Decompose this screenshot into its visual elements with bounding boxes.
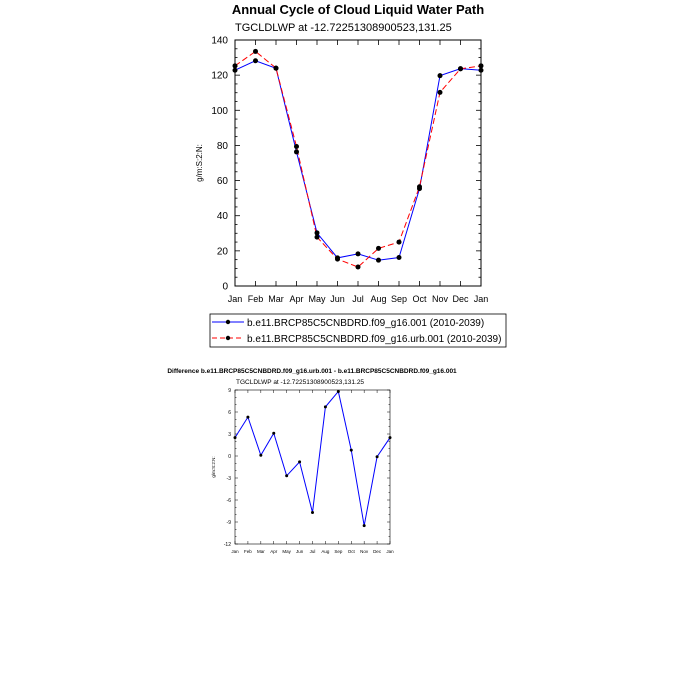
x-tick-label: Nov — [360, 549, 369, 554]
y-tick-label: -6 — [227, 498, 232, 504]
series-2-point — [355, 264, 361, 270]
series-1-point — [272, 431, 276, 435]
y-tick-label: 100 — [211, 106, 228, 117]
x-tick-label: Dec — [373, 549, 382, 554]
y-tick-label: 20 — [217, 246, 229, 257]
series-1-point — [311, 510, 314, 514]
y-tick-label: 140 — [211, 36, 228, 47]
legend-marker-series-2 — [225, 335, 231, 341]
y-tick-label: -3 — [227, 476, 232, 482]
x-tick-label: Feb — [244, 549, 252, 554]
series-1-point — [314, 230, 320, 236]
series-1-point — [362, 524, 366, 528]
legend-box — [209, 313, 507, 348]
x-tick-label: Oct — [348, 549, 356, 554]
legend-marker-series-1 — [225, 319, 231, 325]
x-tick-label: Jun — [330, 294, 345, 304]
series-2-point — [273, 65, 279, 71]
y-tick-label: 0 — [222, 282, 228, 293]
chart2-axes: -12 -9 -6 -3 0 3 6 9 Jan Feb Mar Apr May Jun Jul Aug Sep… — [224, 388, 394, 554]
chart2-frame — [234, 389, 391, 545]
x-tick-label: Jan — [228, 294, 243, 304]
x-tick-label: May — [308, 294, 326, 304]
series-1-point — [396, 255, 402, 261]
x-tick-label: Nov — [432, 294, 449, 304]
chart2-series — [233, 389, 392, 528]
chart2-ylabel: g/m:S:2:N: — [211, 456, 216, 477]
series-line-1 — [234, 390, 391, 526]
x-tick-label: Jun — [296, 549, 304, 554]
chart1-axes: 0 20 40 60 80 100 120 140 Jan Feb Mar Apr May Jun Jul A… — [211, 36, 488, 305]
x-tick-label: Aug — [321, 549, 330, 554]
series-2-point — [437, 89, 443, 95]
x-tick-label: Dec — [452, 294, 469, 304]
x-tick-label: Mar — [268, 294, 284, 304]
x-tick-label: Jan — [231, 549, 239, 554]
series-2-point — [458, 66, 463, 72]
series-2-point — [376, 245, 381, 251]
x-tick-label: Oct — [412, 294, 427, 304]
y-tick-label: -9 — [227, 520, 232, 526]
plot-frame — [234, 39, 482, 287]
series-1-point — [246, 415, 250, 419]
x-tick-label: Sep — [391, 294, 407, 304]
series-1-point — [437, 73, 443, 79]
series-2-point — [294, 143, 299, 149]
x-tick-label: Aug — [370, 294, 386, 304]
x-tick-label: Apr — [289, 294, 303, 304]
series-1-point — [355, 251, 361, 257]
y-tick-label: 6 — [228, 410, 231, 416]
x-tick-label: Feb — [248, 294, 264, 304]
x-tick-label: Mar — [257, 549, 265, 554]
series-2-point — [253, 48, 258, 54]
series-2-point — [396, 239, 402, 245]
chart1-title: Annual Cycle of Cloud Liquid Water Path — [232, 2, 484, 17]
series-2-point — [335, 256, 340, 262]
series-1-point — [323, 405, 327, 409]
difference-chart: Difference b.e11.BRCP85C5CNBDRD.f09_g16.… — [167, 368, 457, 554]
chart1-subtitle: TGCLDLWP at -12.72251308900523,131.25 — [235, 22, 452, 34]
legend-label-series-1: b.e11.BRCP85C5CNBDRD.f09_g16.001 (2010-2… — [247, 318, 484, 329]
y-tick-label: 9 — [228, 388, 231, 394]
chart1-ylabel: g/m:S:2:N: — [195, 144, 204, 182]
chart1-legend: b.e11.BRCP85C5CNBDRD.f09_g16.001 (2010-2… — [209, 313, 507, 348]
chart1-frame — [234, 39, 482, 287]
series-1-point — [285, 474, 289, 478]
series-1-point — [376, 257, 381, 263]
y-tick-label: 0 — [228, 454, 231, 460]
legend-label-series-2: b.e11.BRCP85C5CNBDRD.f09_g16.urb.001 (20… — [247, 334, 501, 345]
annual-cycle-chart: Annual Cycle of Cloud Liquid Water Path … — [195, 2, 488, 304]
series-line-2 — [234, 50, 482, 268]
series-1-point — [298, 460, 302, 464]
series-1-point — [336, 389, 340, 393]
series-1-point — [294, 149, 299, 155]
y-tick-label: 80 — [217, 141, 229, 152]
series-1-point — [253, 58, 258, 64]
x-tick-label: Apr — [270, 549, 278, 554]
x-tick-label: Jan — [386, 549, 394, 554]
y-tick-label: 40 — [217, 211, 229, 222]
series-1-point — [349, 448, 353, 452]
chart2-subtitle: TGCLDLWP at -12.72251308900523,131.25 — [236, 379, 364, 386]
chart2-title: Difference b.e11.BRCP85C5CNBDRD.f09_g16.… — [167, 368, 457, 375]
x-tick-label: May — [282, 549, 291, 554]
x-tick-label: Sep — [334, 549, 343, 554]
series-line-1 — [234, 60, 482, 261]
x-tick-label: Jul — [310, 549, 316, 554]
x-tick-label: Jul — [352, 294, 364, 304]
series-2-point — [314, 234, 320, 240]
plot-frame — [234, 389, 391, 545]
series-1-point — [375, 455, 379, 459]
x-tick-label: Jan — [474, 294, 489, 304]
y-tick-label: -12 — [224, 542, 231, 548]
y-tick-label: 120 — [211, 71, 228, 82]
y-tick-label: 60 — [217, 176, 229, 187]
y-tick-label: 3 — [228, 432, 231, 438]
chart1-series — [232, 48, 484, 270]
series-1-point — [259, 453, 263, 457]
series-2-point — [417, 184, 422, 190]
